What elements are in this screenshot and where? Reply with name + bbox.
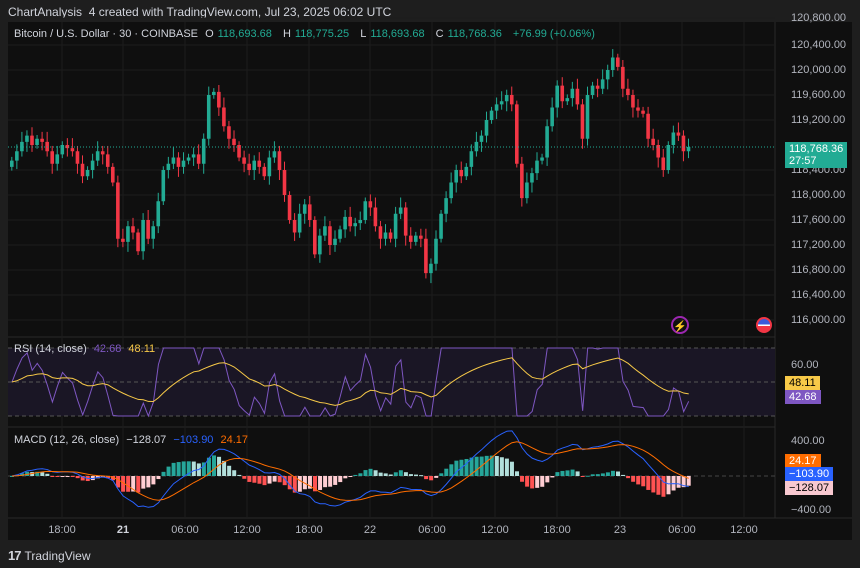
- macd-legend[interactable]: MACD (12, 26, close) −128.07 −103.90 24.…: [14, 434, 252, 446]
- macd-signal-tag: 24.17: [785, 454, 821, 468]
- price-axis-label: 119,200.00: [791, 114, 846, 126]
- price-axis-label: 116,400.00: [791, 289, 846, 301]
- chart-frame[interactable]: [8, 22, 852, 540]
- time-axis-label: 12:00: [730, 524, 758, 536]
- ohlc-open: O 118,693.68: [205, 28, 272, 40]
- price-axis-label: 116,000.00: [791, 314, 846, 326]
- rsi-value: 42.68: [93, 343, 122, 355]
- rsi-legend[interactable]: RSI (14, close) 42.68 48.11: [14, 343, 159, 355]
- price-axis-label: 120,000.00: [791, 64, 847, 76]
- rsi-ma-tag: 48.11: [785, 376, 820, 390]
- tradingview-logo-icon: 17: [8, 548, 22, 563]
- rsi-ma-value: 48.11: [128, 343, 156, 355]
- price-axis-label: 117,600.00: [791, 214, 846, 226]
- footer-brand: 17 TradingView: [8, 548, 91, 563]
- macd-line-tag: −103.90: [785, 467, 834, 481]
- last-price-tag: 118,768.36 27:57: [785, 142, 848, 168]
- rsi-title: RSI (14, close): [14, 343, 87, 355]
- macd-hist-value: −128.07: [126, 434, 167, 446]
- time-axis-label: 06:00: [171, 524, 199, 536]
- time-axis-label: 12:00: [233, 524, 261, 536]
- time-axis-label: 06:00: [668, 524, 696, 536]
- macd-axis-400: 400.00: [791, 435, 825, 447]
- us-flag-event-icon[interactable]: [756, 317, 772, 333]
- price-axis-label: 120,800.00: [791, 12, 847, 24]
- macd-axis-neg400: −400.00: [791, 504, 832, 516]
- time-axis-label: 06:00: [418, 524, 446, 536]
- ohlc-high: H 118,775.25: [282, 28, 350, 40]
- time-axis-label: 18:00: [295, 524, 323, 536]
- time-axis-label: 21: [116, 524, 130, 536]
- symbol-name[interactable]: Bitcoin / U.S. Dollar · 30 · COINBASE: [14, 28, 198, 40]
- macd-hist-tag: −128.07: [785, 481, 834, 495]
- time-axis-label: 18:00: [543, 524, 571, 536]
- macd-signal-value: 24.17: [220, 434, 249, 446]
- rsi-axis-60: 60.00: [791, 359, 819, 371]
- price-axis-label: 117,200.00: [791, 239, 846, 251]
- time-axis-label: 22: [363, 524, 377, 536]
- time-axis-label: 23: [613, 524, 627, 536]
- price-axis-label: 118,000.00: [791, 189, 846, 201]
- rsi-tag: 42.68: [785, 390, 821, 404]
- chart-caption: ChartAnalysis_4 created with TradingView…: [8, 5, 392, 19]
- time-axis-label: 12:00: [481, 524, 509, 536]
- price-change: +76.99 (+0.06%): [512, 28, 595, 40]
- macd-title: MACD (12, 26, close): [14, 434, 120, 446]
- price-axis-label: 119,600.00: [791, 89, 846, 101]
- macd-line-value: −103.90: [173, 434, 214, 446]
- ohlc-close: C 118,768.36: [435, 28, 502, 40]
- time-axis-label: 18:00: [48, 524, 76, 536]
- price-axis-label: 116,800.00: [791, 264, 846, 276]
- bar-countdown: 27:57: [789, 155, 817, 167]
- price-axis-label: 120,400.00: [791, 39, 847, 51]
- ohlc-low: L 118,693.68: [360, 28, 425, 40]
- lightning-event-icon[interactable]: ⚡: [671, 316, 689, 334]
